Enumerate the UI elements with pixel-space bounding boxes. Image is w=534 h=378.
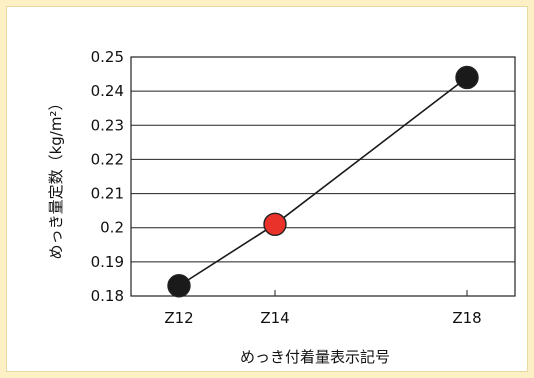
data-point-z14 (263, 212, 287, 237)
plot-border (130, 56, 516, 297)
series-line-0 (178, 76, 468, 287)
data-point-z12 (167, 274, 191, 298)
chart-panel: 0.18 0.19 0.2 0.21 0.22 0.23 0.24 0.25 Z12 Z14 Z18… (6, 6, 528, 372)
y-axis-title: めっき量定数（kg/m²） (47, 96, 65, 260)
y-tick-label-5: 0.23 (91, 116, 124, 134)
x-tick-label-2: Z18 (452, 309, 481, 327)
y-tick-label-2: 0.2 (100, 219, 124, 237)
data-point-z18 (455, 65, 479, 90)
y-tick-label-3: 0.21 (91, 185, 124, 203)
y-tick-label-7: 0.25 (91, 48, 124, 66)
x-tick-label-1: Z14 (260, 309, 289, 327)
y-tick-label-0: 0.18 (91, 287, 124, 305)
y-tick-label-4: 0.22 (91, 150, 124, 168)
x-axis-title: めっき付着量表示記号 (240, 348, 390, 366)
y-tick-label-6: 0.24 (91, 82, 124, 100)
chart-svg: 0.18 0.19 0.2 0.21 0.22 0.23 0.24 0.25 Z12 Z14 Z18… (47, 48, 516, 366)
y-tick-label-1: 0.19 (91, 253, 124, 271)
x-tick-label-0: Z12 (164, 309, 193, 327)
